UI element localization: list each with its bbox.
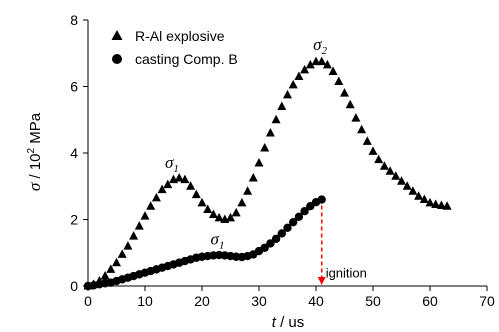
rai-point xyxy=(431,199,441,209)
compb-point xyxy=(277,229,286,238)
rai-point xyxy=(379,161,389,170)
rai-point xyxy=(129,231,139,240)
y-tick-label: 4 xyxy=(70,145,78,161)
y-tick-label: 8 xyxy=(70,12,78,28)
compb-point xyxy=(266,239,275,248)
legend-label-compb: casting Comp. B xyxy=(135,51,238,67)
rai-point xyxy=(197,197,207,207)
legend-marker-triangle xyxy=(111,30,123,40)
rai-point xyxy=(317,56,327,66)
rai-point xyxy=(374,154,384,164)
compb-point xyxy=(289,217,298,227)
rai-point xyxy=(134,221,144,230)
x-tick-label: 30 xyxy=(251,293,267,309)
rai-point xyxy=(345,99,355,109)
x-tick-label: 70 xyxy=(479,293,495,309)
compb-point xyxy=(271,234,281,243)
rai-point xyxy=(203,204,213,214)
compb-point xyxy=(317,195,326,204)
y-axis-label: σ / 102 MPa xyxy=(25,112,44,191)
rai-point xyxy=(248,172,258,182)
rai-point xyxy=(260,143,270,152)
rai-point xyxy=(106,264,116,273)
rai-point xyxy=(112,257,121,267)
rai-point xyxy=(243,186,253,195)
rai-point xyxy=(186,181,196,190)
rai-point xyxy=(140,211,150,220)
x-axis-label: t / us xyxy=(272,314,305,331)
x-tick-label: 40 xyxy=(308,293,324,309)
rai-point xyxy=(191,189,201,199)
rai-point xyxy=(117,249,127,258)
rai-point xyxy=(146,201,156,210)
rai-point xyxy=(157,184,167,194)
y-tick-label: 6 xyxy=(70,79,78,95)
x-tick-label: 50 xyxy=(365,293,381,309)
rai-point xyxy=(391,171,401,180)
rai-point xyxy=(151,192,161,202)
rai-point xyxy=(100,271,110,280)
rai-point xyxy=(265,128,275,137)
annotation-sigma1-rai: σ1 xyxy=(165,153,179,175)
ignition-arrowhead xyxy=(317,277,326,285)
rai-point xyxy=(408,186,418,195)
rai-point xyxy=(414,191,424,200)
rai-point xyxy=(322,59,332,69)
annotation-sigma2: σ2 xyxy=(313,35,327,57)
legend-label-rai: R-Al explosive xyxy=(135,28,225,44)
rai-point xyxy=(226,212,235,222)
rai-point xyxy=(214,212,224,222)
annotation-sigma1-compb: σ1 xyxy=(211,229,225,251)
rai-point xyxy=(174,172,184,182)
y-tick-label: 2 xyxy=(70,212,78,228)
y-ticks: 0 2 4 6 8 xyxy=(70,12,88,294)
rai-point xyxy=(436,200,446,210)
rai-point xyxy=(425,197,435,207)
rai-point xyxy=(271,114,281,124)
rai-point xyxy=(288,79,298,89)
y-tick-label: 0 xyxy=(70,278,78,294)
rai-point xyxy=(340,88,349,97)
legend-marker-circle xyxy=(112,54,122,64)
rai-point xyxy=(277,101,287,110)
compb-point xyxy=(300,206,309,216)
rai-point xyxy=(300,64,310,74)
rai-point xyxy=(231,207,241,217)
annotation-ignition: ignition xyxy=(326,266,367,281)
rai-point xyxy=(385,166,395,175)
rai-point xyxy=(397,176,406,185)
rai-point xyxy=(237,197,247,207)
compb-point xyxy=(283,223,292,233)
x-tick-label: 20 xyxy=(194,293,210,309)
rai-point xyxy=(254,157,264,167)
rai-point xyxy=(351,113,361,122)
rai-point xyxy=(311,56,321,66)
legend: R-Al explosive casting Comp. B xyxy=(111,28,238,67)
rai-point xyxy=(402,181,412,190)
rai-point xyxy=(334,76,344,86)
rai-point xyxy=(163,179,173,189)
x-ticks: 0 10 20 30 40 50 60 70 xyxy=(84,286,495,309)
rai-point xyxy=(442,201,452,210)
rai-point xyxy=(357,124,367,134)
rai-point xyxy=(368,146,378,155)
rai-point xyxy=(362,136,372,145)
rai-point xyxy=(208,209,218,219)
ignition-marker xyxy=(317,205,326,285)
data-marks xyxy=(83,56,452,291)
x-tick-label: 0 xyxy=(84,293,92,309)
rai-point xyxy=(294,71,304,81)
rai-point xyxy=(123,241,133,250)
rai-point xyxy=(328,66,338,76)
compb-point xyxy=(294,212,304,222)
x-tick-label: 60 xyxy=(422,293,438,309)
rai-point xyxy=(305,59,315,69)
rai-point xyxy=(283,89,292,99)
rai-point xyxy=(419,194,429,204)
rai-point xyxy=(180,174,190,184)
x-tick-label: 10 xyxy=(137,293,153,309)
compb-point xyxy=(260,243,269,252)
